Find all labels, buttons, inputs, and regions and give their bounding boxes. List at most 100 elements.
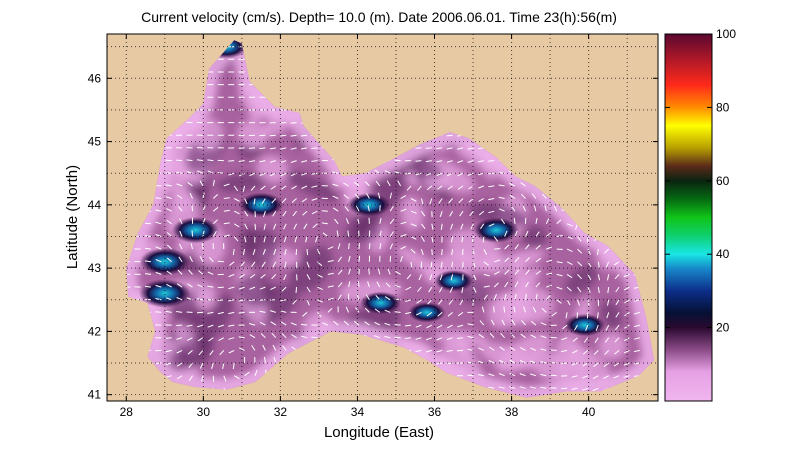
velocity-arrow [282,345,287,351]
moderate-current-patch [289,246,333,293]
velocity-arrow [467,172,474,177]
velocity-arrow [374,321,381,326]
velocity-arrow [405,286,412,291]
velocity-arrow [509,346,516,351]
velocity-arrow [493,282,499,288]
velocity-arrow [207,170,214,174]
velocity-arrow [477,172,484,176]
x-tick-label: 36 [428,405,442,419]
velocity-arrow [478,185,484,189]
velocity-arrow [566,248,573,253]
velocity-arrow [389,243,394,250]
velocity-arrow [545,218,550,225]
velocity-arrow [405,324,412,327]
velocity-arrow [166,208,172,212]
velocity-arrow [305,236,308,243]
velocity-arrow [535,257,541,263]
velocity-arrow [493,306,495,313]
velocity-arrow [540,335,547,339]
velocity-arrow [562,324,568,330]
velocity-arrow [535,217,538,224]
velocity-arrow [535,270,541,275]
velocity-arrow [228,311,235,315]
velocity-arrow [223,375,227,382]
velocity-arrow [436,324,443,329]
velocity-arrow [566,273,573,279]
plot-frame [106,33,659,402]
x-tick-label: 30 [197,405,211,419]
velocity-arrow [525,244,530,250]
velocity-arrow [186,337,193,341]
velocity-arrow [501,319,506,326]
velocity-arrow [494,259,501,263]
velocity-arrow [436,160,443,163]
velocity-arrow [429,274,433,281]
velocity-arrow [431,236,434,243]
velocity-arrow [446,147,453,150]
velocity-arrow [425,147,432,149]
velocity-arrow [437,185,443,190]
velocity-arrow [535,231,540,237]
velocity-arrow [301,147,308,150]
velocity-arrow [530,347,537,351]
velocity-arrow [451,249,454,256]
velocity-arrow [311,336,318,339]
velocity-arrow [179,230,183,237]
velocity-arrow [489,333,495,339]
velocity-arrow [358,255,361,262]
velocity-arrow [510,206,516,212]
velocity-arrow [290,122,297,124]
velocity-arrow [337,294,342,301]
velocity-arrow [556,273,563,277]
velocity-arrow [375,294,381,301]
velocity-arrow [449,286,454,293]
velocity-arrow [165,184,172,187]
velocity-arrow [337,269,343,275]
velocity-arrow [316,248,321,255]
velocity-arrow [238,286,245,290]
velocity-arrow [290,134,297,137]
velocity-arrow [348,268,351,275]
velocity-arrow [223,197,230,199]
velocity-arrow [410,248,416,254]
velocity-arrow [420,223,426,229]
velocity-arrow [311,185,318,188]
velocity-arrow [541,307,547,313]
velocity-arrow [504,293,507,300]
velocity-arrow [189,192,193,199]
velocity-arrow [155,197,162,199]
velocity-arrow [623,273,630,278]
velocity-arrow [410,261,413,268]
velocity-arrow [607,299,610,306]
velocity-arrow [514,293,517,300]
velocity-arrow [488,160,495,162]
velocity-arrow [144,285,151,288]
velocity-arrow [623,375,630,378]
velocity-arrow [321,210,328,212]
velocity-arrow [566,261,573,266]
velocity-arrow [228,337,235,340]
velocity-arrow [317,273,323,278]
velocity-arrow [347,230,350,237]
velocity-arrow [219,350,225,356]
velocity-arrow [438,198,443,204]
velocity-arrow [504,230,508,237]
velocity-arrow [519,373,526,377]
velocity-arrow [281,185,287,190]
velocity-arrow [207,285,214,288]
velocity-arrow [144,222,151,225]
velocity-arrow [458,198,464,204]
velocity-arrow [400,255,403,262]
velocity-arrow [155,284,162,288]
velocity-arrow [253,198,256,205]
velocity-arrow [264,357,266,364]
velocity-arrow [467,323,474,326]
velocity-arrow [585,324,589,331]
velocity-arrow [201,243,204,250]
velocity-arrow [488,386,495,389]
velocity-arrow [535,293,538,300]
velocity-arrow [394,285,401,288]
velocity-arrow [290,147,297,150]
velocity-arrow [217,299,224,302]
